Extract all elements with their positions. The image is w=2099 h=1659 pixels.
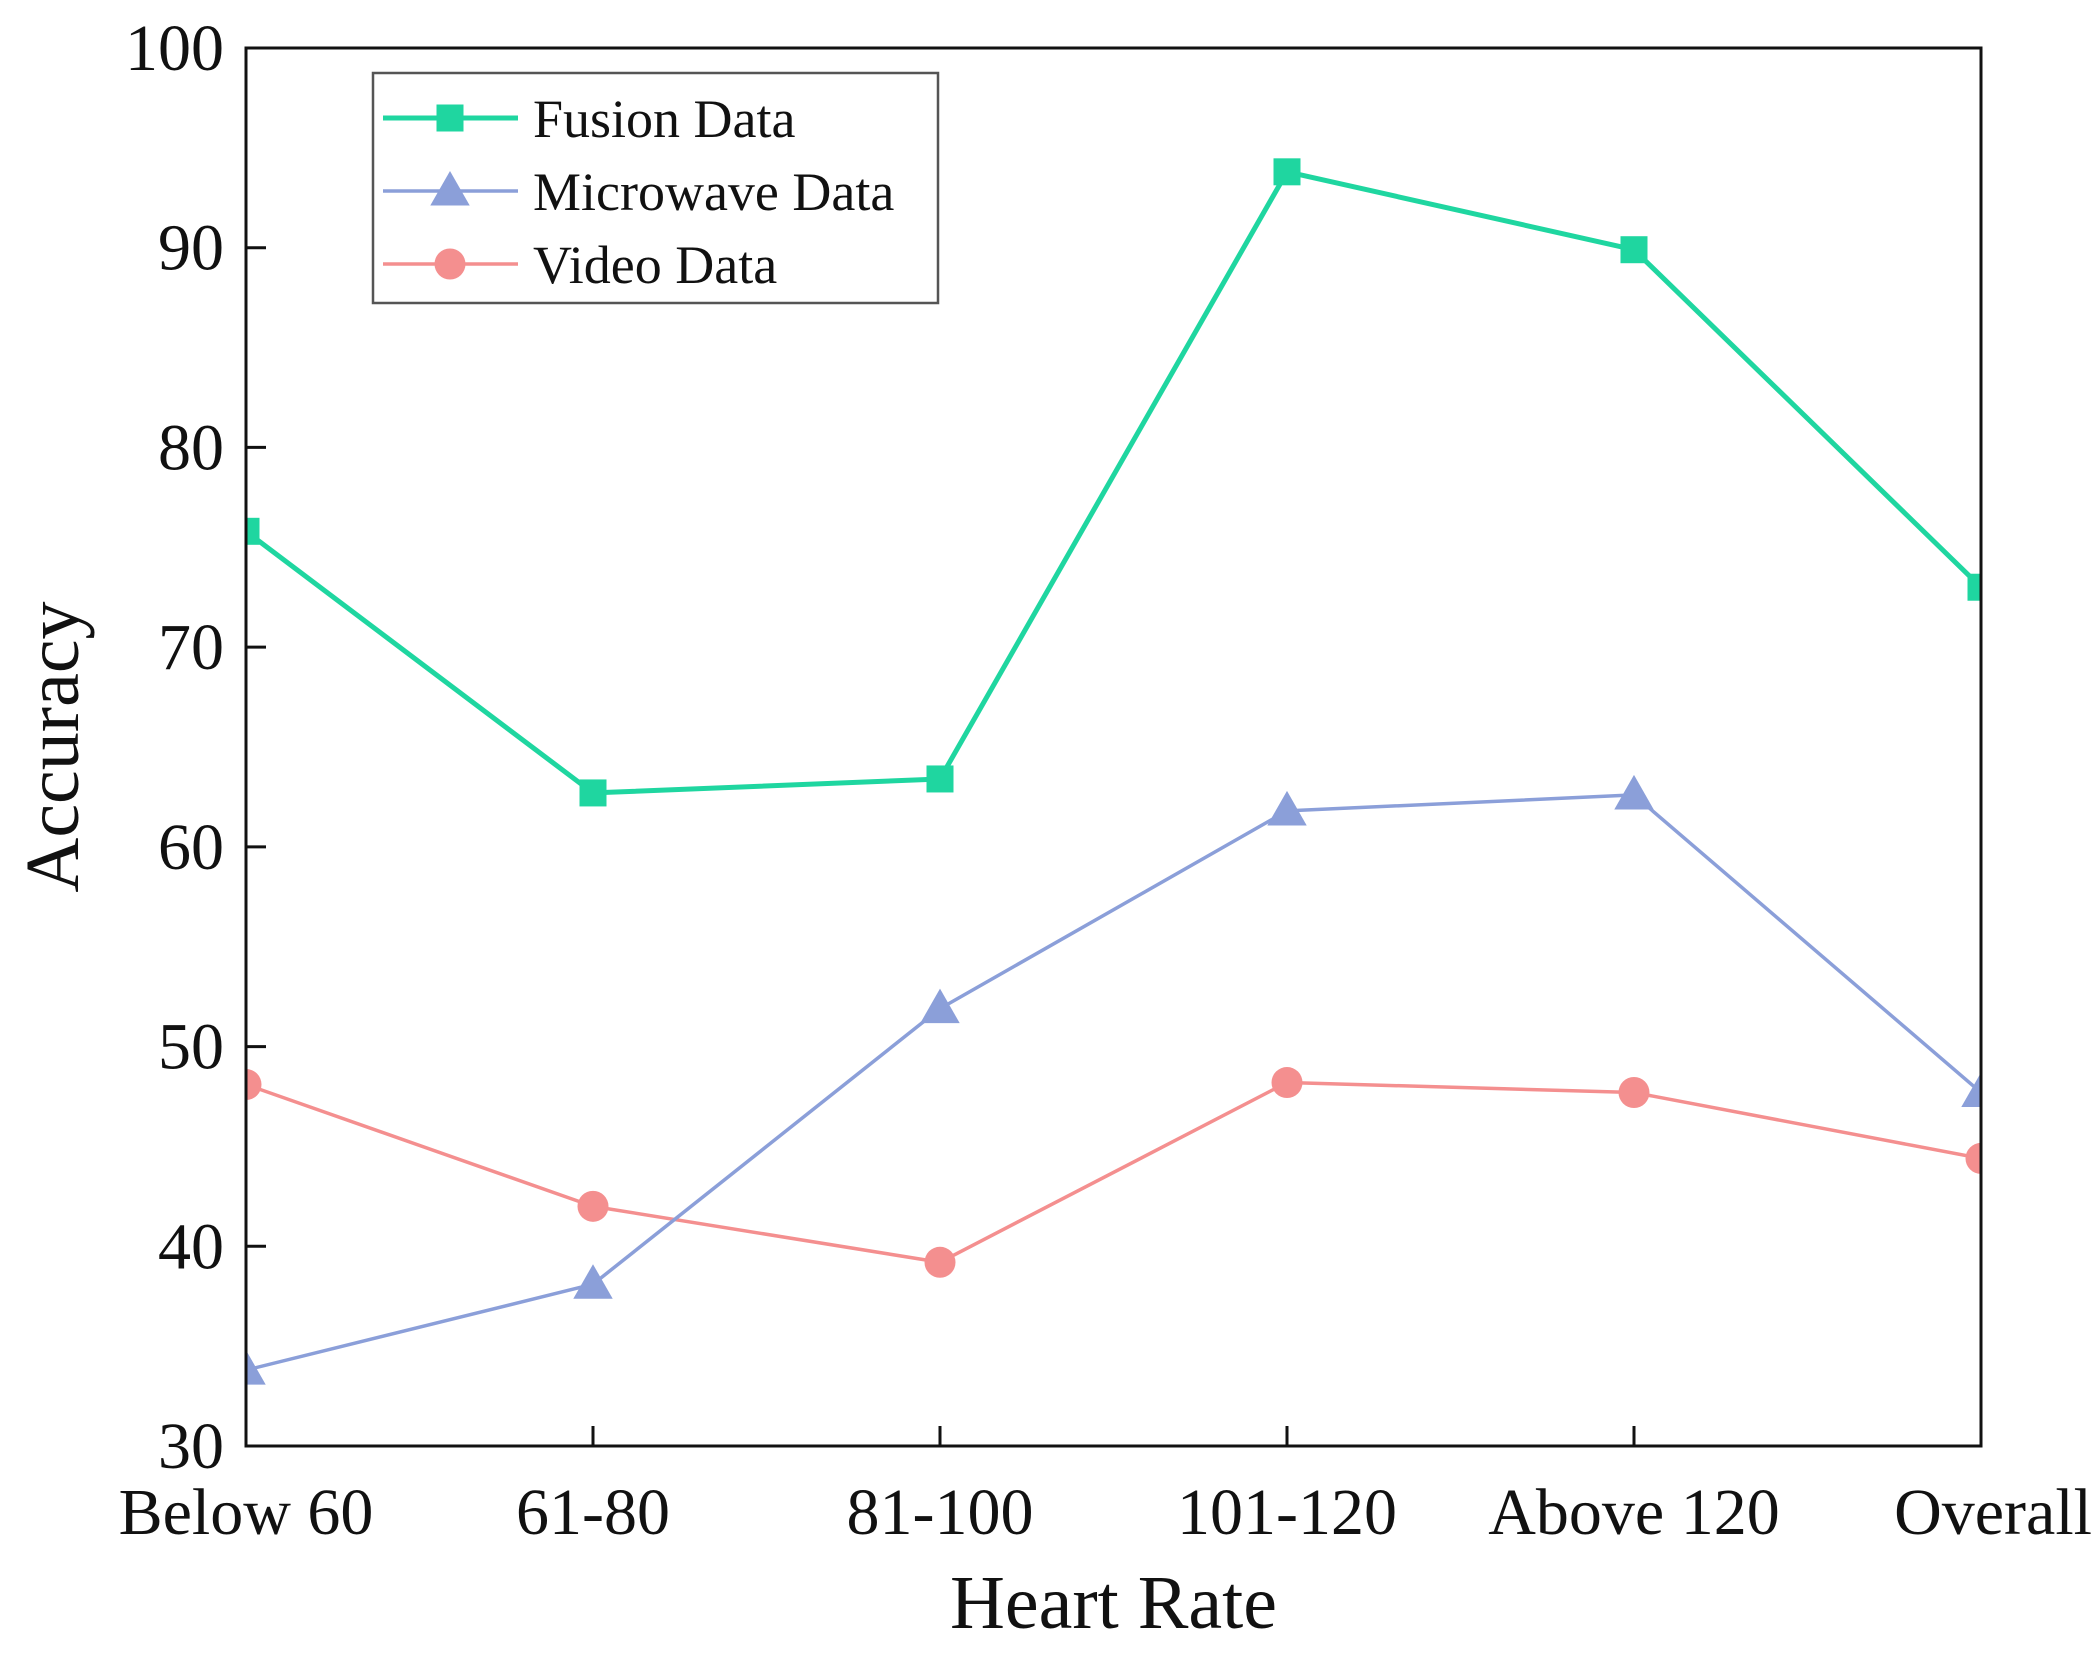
y-tick-label: 80 bbox=[158, 411, 224, 484]
fusion-data-point bbox=[579, 779, 607, 807]
microwave-data-line bbox=[246, 793, 1981, 1372]
x-tick-label: 61-80 bbox=[516, 1476, 670, 1549]
legend-marker bbox=[430, 170, 470, 206]
microwave-data-point bbox=[1961, 1072, 1981, 1108]
y-tick-label: 40 bbox=[158, 1210, 224, 1283]
x-tick-label: Below 60 bbox=[119, 1476, 374, 1549]
legend: Fusion Data Microwave Data Video Data bbox=[371, 71, 940, 305]
y-axis-title: Accuracy bbox=[11, 601, 95, 892]
x-tick-label: Above 120 bbox=[1488, 1476, 1779, 1549]
fusion-data-line bbox=[246, 169, 1981, 796]
microwave-data-point bbox=[920, 988, 960, 1024]
legend-item-microwave-data: Microwave Data bbox=[383, 162, 894, 222]
legend-marker bbox=[434, 248, 466, 280]
x-tick-label: Overall bbox=[1894, 1476, 2092, 1549]
series-layer bbox=[246, 158, 1981, 1385]
legend-marker bbox=[436, 104, 464, 132]
video-data-series bbox=[246, 1067, 1981, 1278]
fusion-data-point bbox=[926, 765, 954, 793]
microwave-data-point bbox=[573, 1264, 613, 1299]
microwave-data-series bbox=[246, 774, 1981, 1385]
fusion-data-point bbox=[1967, 573, 1981, 601]
legend-label: Microwave Data bbox=[533, 162, 894, 222]
microwave-data-point bbox=[1614, 774, 1654, 810]
x-axis-title: Heart Rate bbox=[950, 1561, 1277, 1645]
fusion-data-series bbox=[246, 158, 1981, 807]
microwave-data-point bbox=[1267, 790, 1307, 826]
plot-frame bbox=[244, 46, 1983, 1448]
y-tick-label: 30 bbox=[158, 1410, 224, 1483]
video-data-point bbox=[1618, 1077, 1650, 1109]
legend-label: Video Data bbox=[533, 235, 777, 295]
video-data-point bbox=[924, 1246, 956, 1278]
video-data-point bbox=[246, 1069, 262, 1101]
microwave-data-point bbox=[246, 1350, 266, 1385]
x-tick-label: 101-120 bbox=[1177, 1476, 1397, 1549]
fusion-data-point bbox=[1620, 236, 1648, 264]
video-data-point bbox=[1965, 1142, 1981, 1174]
fusion-data-point bbox=[1273, 158, 1301, 186]
y-tick-label: 50 bbox=[158, 1011, 224, 1084]
y-tick-label: 70 bbox=[158, 611, 224, 684]
fusion-data-point bbox=[246, 517, 260, 545]
legend-label: Fusion Data bbox=[533, 89, 796, 149]
x-tick-label: 81-100 bbox=[847, 1476, 1034, 1549]
legend-item-fusion-data: Fusion Data bbox=[383, 89, 796, 149]
video-data-point bbox=[1271, 1067, 1303, 1099]
y-tick-label: 60 bbox=[158, 811, 224, 884]
axis-layer: 30 40 50 60 70 80 90 100 Below 60 61-80 81-100 101-… bbox=[119, 12, 2092, 1549]
video-data-line bbox=[246, 1080, 1981, 1265]
video-data-point bbox=[577, 1190, 609, 1222]
y-tick-label: 90 bbox=[158, 212, 224, 285]
y-tick-label: 100 bbox=[125, 12, 224, 85]
legend-item-video-data: Video Data bbox=[383, 235, 777, 295]
